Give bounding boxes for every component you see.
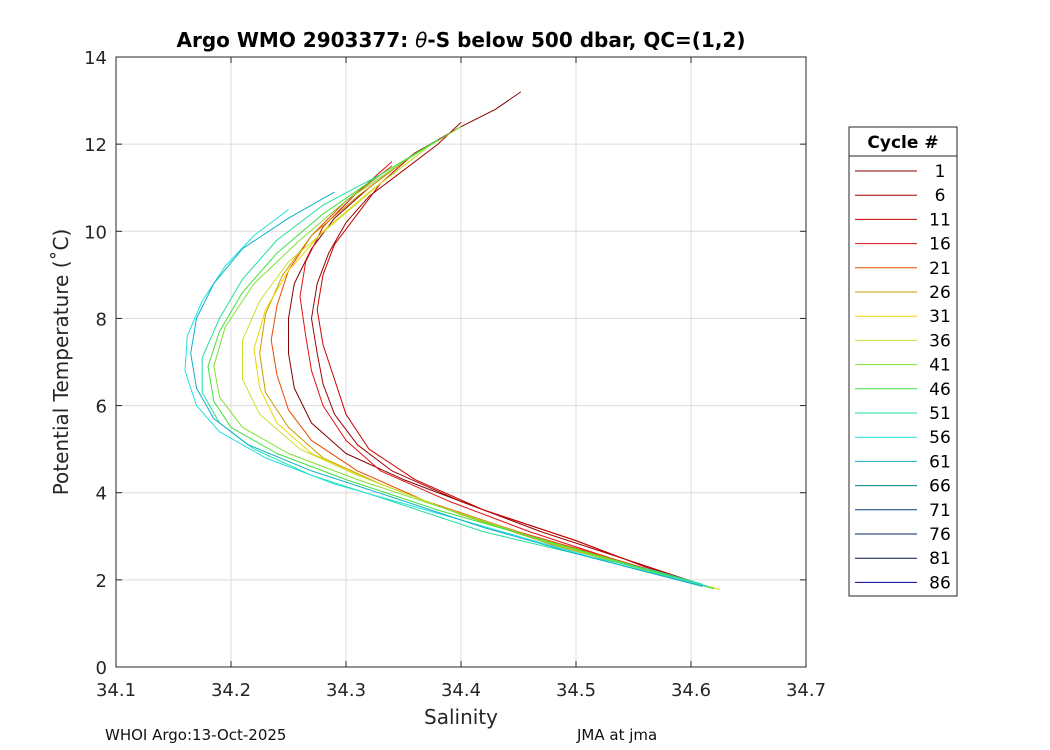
legend-label: 6 bbox=[935, 186, 946, 206]
series-layer bbox=[184, 91, 720, 590]
legend-label: 71 bbox=[929, 501, 951, 521]
series-line-cycle-61 bbox=[190, 191, 703, 587]
x-tick-label: 34.6 bbox=[671, 680, 711, 701]
y-tick-label: 2 bbox=[96, 571, 107, 592]
legend-label: 11 bbox=[929, 210, 951, 230]
y-tick-label: 4 bbox=[96, 484, 107, 505]
x-tick-label: 34.3 bbox=[326, 680, 366, 701]
axis-ticks: 34.1 34.2 34.3 34.4 34.5 34.6 34.7 0 2 4 6 8 10 12 14 bbox=[84, 48, 826, 701]
legend: Cycle # 16111621263136414651566166717681… bbox=[848, 126, 958, 597]
x-tick-label: 34.4 bbox=[441, 680, 481, 701]
x-tick-label: 34.5 bbox=[556, 680, 596, 701]
x-tick-label: 34.7 bbox=[786, 680, 826, 701]
legend-label: 1 bbox=[935, 162, 946, 182]
legend-label: 31 bbox=[929, 307, 951, 327]
legend-title: Cycle # bbox=[867, 133, 938, 153]
legend-label: 66 bbox=[929, 477, 951, 497]
series-line-cycle-11 bbox=[316, 152, 715, 590]
legend-label: 86 bbox=[929, 573, 951, 593]
legend-label: 26 bbox=[929, 283, 951, 303]
y-tick-label: 6 bbox=[96, 397, 107, 418]
y-tick-label: 12 bbox=[84, 135, 107, 156]
legend-label: 81 bbox=[929, 549, 951, 569]
y-axis-label: Potential Temperature (˚C) bbox=[49, 229, 73, 496]
legend-label: 36 bbox=[929, 331, 951, 351]
footer-source: WHOI Argo:13-Oct-2025 bbox=[105, 726, 287, 744]
legend-label: 76 bbox=[929, 525, 951, 545]
y-tick-label: 0 bbox=[96, 658, 107, 679]
chart-title: Argo WMO 2903377: θ-S below 500 dbar, QC… bbox=[177, 28, 746, 52]
title-prefix: Argo WMO 2903377: bbox=[177, 28, 416, 52]
y-tick-label: 8 bbox=[96, 309, 107, 330]
footer-attribution: JMA at jma bbox=[577, 726, 658, 744]
legend-box bbox=[848, 126, 958, 597]
legend-label: 51 bbox=[929, 404, 951, 424]
legend-label: 16 bbox=[929, 235, 951, 255]
x-tick-label: 34.2 bbox=[211, 680, 251, 701]
series-line-cycle-56 bbox=[184, 209, 709, 587]
series-line-cycle-26 bbox=[259, 161, 715, 590]
legend-label: 56 bbox=[929, 428, 951, 448]
series-line-cycle-16 bbox=[299, 161, 703, 587]
legend-label: 61 bbox=[929, 452, 951, 472]
legend-label: 21 bbox=[929, 259, 951, 279]
legend-label: 46 bbox=[929, 380, 951, 400]
x-axis-label: Salinity bbox=[424, 705, 498, 729]
title-suffix: -S below 500 dbar, QC=(1,2) bbox=[427, 28, 745, 52]
legend-label: 41 bbox=[929, 356, 951, 376]
x-tick-label: 34.1 bbox=[96, 680, 136, 701]
series-line-cycle-46 bbox=[207, 139, 715, 590]
title-theta: θ bbox=[415, 28, 427, 52]
y-tick-label: 10 bbox=[84, 222, 107, 243]
y-tick-label: 14 bbox=[84, 48, 107, 69]
